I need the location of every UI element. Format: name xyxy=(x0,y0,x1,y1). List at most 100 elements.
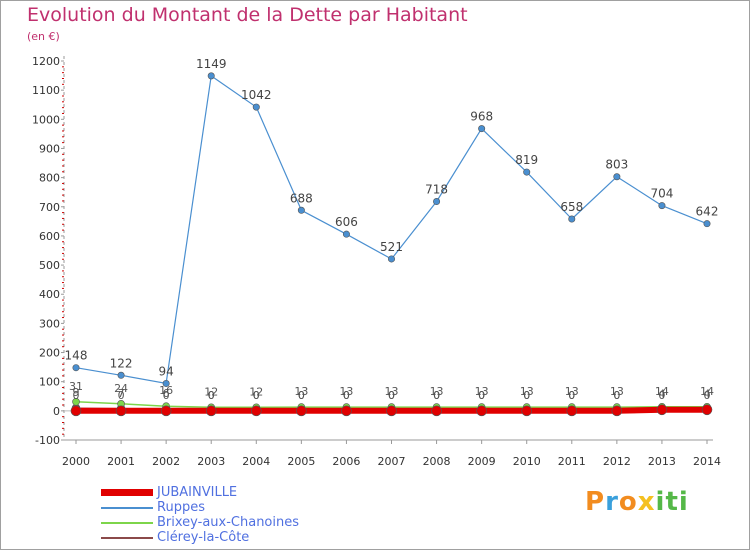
data-label-ruppes: 803 xyxy=(605,158,628,172)
point-jubainville xyxy=(611,405,623,417)
x-tick-label: 2003 xyxy=(197,455,225,468)
x-tick-label: 2007 xyxy=(378,455,406,468)
data-label-brixey-aux-chanoines: 14 xyxy=(700,385,714,398)
data-label-jubainville: 0 xyxy=(163,389,170,402)
chart-title: Evolution du Montant de la Dette par Hab… xyxy=(27,4,468,26)
data-label-ruppes: 642 xyxy=(696,205,719,219)
data-label-ruppes: 688 xyxy=(290,191,313,205)
legend-label-jubainville: JUBAINVILLE xyxy=(157,485,238,500)
data-label-brixey-aux-chanoines: 13 xyxy=(565,385,579,398)
data-label-ruppes: 819 xyxy=(515,153,538,167)
legend-label-clerey: Clérey-la-Côte xyxy=(157,530,250,545)
data-label-jubainville: 0 xyxy=(73,389,80,402)
x-tick-label: 2009 xyxy=(468,455,496,468)
data-label-ruppes: 968 xyxy=(470,110,493,124)
y-tick-label: 600 xyxy=(39,230,60,243)
y-tick-label: 300 xyxy=(39,317,60,330)
data-label-brixey-aux-chanoines: 12 xyxy=(204,385,218,398)
x-tick-label: 2010 xyxy=(513,455,541,468)
data-label-brixey-aux-chanoines: 13 xyxy=(520,385,534,398)
legend-label-brixey: Brixey-aux-Chanoines xyxy=(157,515,300,530)
data-label-brixey-aux-chanoines: 13 xyxy=(339,385,353,398)
y-tick-label: 800 xyxy=(39,172,60,185)
chart-subtitle: (en €) xyxy=(27,30,60,43)
x-tick-label: 2012 xyxy=(603,455,631,468)
point-ruppes xyxy=(252,103,260,111)
data-label-jubainville: 0 xyxy=(118,389,125,402)
data-label-cl-rey-la-c-te: 7 xyxy=(118,387,125,400)
y-tick-label: 200 xyxy=(39,347,60,360)
data-label-jubainville: 0 xyxy=(433,389,440,402)
legend-item-brixey: Brixey-aux-Chanoines xyxy=(101,515,361,530)
point-ruppes xyxy=(613,173,621,181)
data-label-ruppes: 658 xyxy=(560,200,583,214)
data-label-jubainville: 4 xyxy=(658,388,665,401)
data-label-brixey-aux-chanoines: 12 xyxy=(249,385,263,398)
data-label-jubainville: 0 xyxy=(523,389,530,402)
point-jubainville xyxy=(701,404,713,415)
x-tick-label: 2002 xyxy=(152,455,180,468)
point-ruppes xyxy=(342,230,350,238)
x-tick-label: 2011 xyxy=(558,455,586,468)
chart-data-labels: 1481229411491042688606521718968819658803… xyxy=(65,57,719,402)
data-label-ruppes: 122 xyxy=(110,356,133,370)
legend-swatch-clerey xyxy=(101,537,153,539)
point-ruppes xyxy=(72,364,80,372)
data-label-cl-rey-la-c-te: 0 xyxy=(613,389,620,402)
point-ruppes xyxy=(568,215,576,223)
point-ruppes xyxy=(433,198,441,206)
data-label-jubainville: 0 xyxy=(613,389,620,402)
chart-legend: JUBAINVILLE Ruppes Brixey-aux-Chanoines … xyxy=(101,485,361,545)
point-ruppes xyxy=(523,168,531,176)
data-label-cl-rey-la-c-te: 0 xyxy=(253,389,260,402)
point-jubainville xyxy=(250,405,262,417)
legend-item-clerey: Clérey-la-Côte xyxy=(101,530,361,545)
point-ruppes xyxy=(703,220,711,228)
x-tick-label: 2006 xyxy=(332,455,360,468)
point-ruppes xyxy=(297,206,305,214)
data-label-cl-rey-la-c-te: 0 xyxy=(523,389,530,402)
x-tick-label: 2000 xyxy=(62,455,90,468)
data-label-jubainville: 0 xyxy=(388,389,395,402)
data-label-brixey-aux-chanoines: 13 xyxy=(294,385,308,398)
data-label-brixey-aux-chanoines: 13 xyxy=(610,385,624,398)
y-tick-label: 1100 xyxy=(32,84,60,97)
data-label-cl-rey-la-c-te: 0 xyxy=(433,389,440,402)
data-label-ruppes: 1149 xyxy=(196,57,227,71)
data-label-brixey-aux-chanoines: 13 xyxy=(430,385,444,398)
point-jubainville xyxy=(115,405,127,417)
legend-swatch-brixey xyxy=(101,522,153,524)
proxiti-logo: Proxiti xyxy=(585,487,689,517)
data-label-jubainville: 0 xyxy=(478,389,485,402)
legend-item-ruppes: Ruppes xyxy=(101,500,361,515)
x-tick-label: 2014 xyxy=(693,455,721,468)
point-jubainville xyxy=(476,405,487,417)
point-ruppes xyxy=(162,379,170,387)
point-jubainville xyxy=(296,405,307,417)
data-label-brixey-aux-chanoines: 31 xyxy=(69,380,83,393)
data-label-ruppes: 718 xyxy=(425,183,448,197)
legend-swatch-ruppes xyxy=(101,507,153,509)
point-jubainville xyxy=(656,404,668,415)
data-label-ruppes: 1042 xyxy=(241,88,272,102)
data-label-cl-rey-la-c-te: 9 xyxy=(73,386,80,399)
data-label-cl-rey-la-c-te: 0 xyxy=(388,389,395,402)
y-tick-label: 700 xyxy=(39,201,60,214)
data-label-jubainville: 0 xyxy=(568,389,575,402)
data-label-cl-rey-la-c-te: 0 xyxy=(298,389,305,402)
point-ruppes xyxy=(117,371,125,379)
y-tick-label: -100 xyxy=(35,434,60,447)
data-label-ruppes: 94 xyxy=(159,364,174,378)
data-label-brixey-aux-chanoines: 24 xyxy=(114,382,128,395)
point-jubainville xyxy=(70,405,82,417)
y-tick-label: 0 xyxy=(53,405,60,418)
data-label-jubainville: 0 xyxy=(298,389,305,402)
data-label-cl-rey-la-c-te: 0 xyxy=(658,389,665,402)
legend-item-jubainville: JUBAINVILLE xyxy=(101,485,361,500)
data-label-brixey-aux-chanoines: 13 xyxy=(385,385,399,398)
x-tick-label: 2008 xyxy=(423,455,451,468)
legend-label-ruppes: Ruppes xyxy=(157,500,205,515)
data-label-cl-rey-la-c-te: 0 xyxy=(478,389,485,402)
